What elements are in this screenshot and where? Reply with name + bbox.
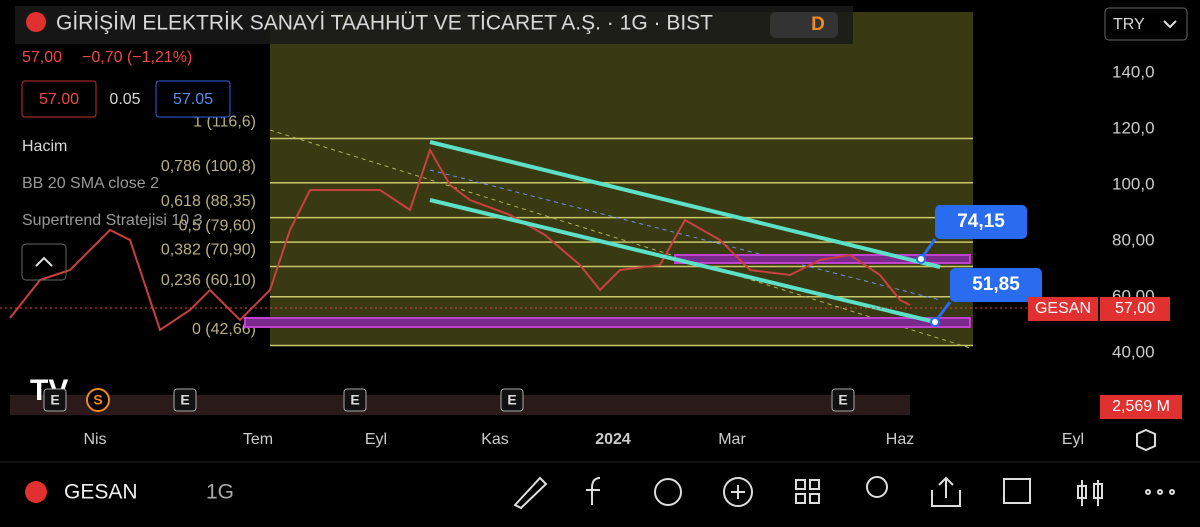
badge: D [811, 14, 825, 35]
bid[interactable]: 57.00 [39, 91, 79, 108]
event-text: E [180, 392, 189, 408]
chevron [1163, 20, 1177, 29]
notes-icon[interactable] [1003, 478, 1031, 504]
callout: 51,85 [972, 274, 1020, 295]
fib-label: 0,382 (70,90) [161, 242, 256, 259]
logo [25, 481, 47, 503]
currency-box[interactable] [1104, 7, 1188, 41]
toolbar-symbol[interactable]: GESAN [64, 481, 138, 504]
event-text: E [838, 392, 847, 408]
event-badge[interactable] [831, 388, 855, 412]
event-text: E [350, 392, 359, 408]
alert-icon[interactable] [654, 478, 682, 506]
idea-icon[interactable] [866, 476, 888, 498]
fib-label: 0,236 (60,10) [161, 272, 256, 289]
logo [26, 12, 46, 32]
toolbar-icons [513, 476, 1175, 510]
volume-tag [1100, 395, 1182, 419]
x-tick-label: Kas [481, 431, 509, 448]
draw-icon[interactable] [513, 476, 548, 510]
y-tick-label: 40,00 [1112, 342, 1155, 361]
event-badge[interactable] [343, 388, 367, 412]
volume [10, 395, 910, 415]
y-tick-label: 100,0 [1112, 174, 1155, 193]
y-tick-label: 140,0 [1112, 62, 1155, 81]
fib-label: 0,5 (79,60) [179, 217, 256, 234]
callout-box [935, 205, 1027, 239]
ask[interactable]: 57.05 [173, 91, 213, 108]
x-tick-label: Eyl [1062, 431, 1084, 448]
x-tick-label: Eyl [365, 431, 387, 448]
price-path [9, 147, 911, 332]
add-icon[interactable] [723, 477, 753, 507]
symbol-tag [1028, 297, 1098, 321]
chevron [35, 256, 53, 267]
symbol-tag-text: GESAN [1035, 300, 1091, 317]
event-text: S [93, 392, 102, 408]
indicator[interactable]: BB 20 SMA close 2 [22, 175, 159, 192]
y-tick-label: 120,0 [1112, 118, 1155, 137]
spread: 0.05 [109, 91, 140, 108]
ask-box[interactable] [155, 80, 231, 118]
x-tick-label: Nis [83, 431, 106, 448]
channel-upper [429, 140, 941, 269]
price-tag [1100, 297, 1170, 321]
fib-label: 0,618 (88,35) [161, 193, 256, 210]
volume-tag-text: 2,569 M [1112, 398, 1170, 415]
settings-icon[interactable] [1136, 428, 1156, 452]
indicator[interactable]: Supertrend Stratejisi 10 3 [22, 212, 203, 229]
change: −0,70 (−1,21%) [82, 49, 192, 66]
callout: 74,15 [957, 211, 1005, 232]
event-text: E [507, 392, 516, 408]
price: 57,00 [22, 49, 62, 66]
fib-label: 1 (116,6) [193, 114, 256, 131]
badge-bg [770, 12, 838, 38]
anchor [916, 254, 926, 264]
fx-icon[interactable] [586, 477, 601, 505]
collapse-btn[interactable] [21, 243, 67, 281]
price-tag-text: 57,00 [1115, 300, 1155, 317]
channel-lower [429, 198, 936, 324]
currency[interactable]: TRY [1113, 16, 1145, 33]
header-bg [15, 6, 853, 44]
event-badge[interactable] [500, 388, 524, 412]
title: GİRİŞİM ELEKTRİK SANAYİ TAAHHÜT VE TİCAR… [56, 12, 713, 35]
event-badge[interactable] [173, 388, 197, 412]
zone [244, 317, 971, 328]
x-tick-label: Tem [243, 431, 273, 448]
x-tick-label: 2024 [595, 431, 631, 448]
event-badge[interactable] [43, 388, 67, 412]
event-text: E [50, 392, 59, 408]
x-tick-label: Haz [886, 431, 914, 448]
x-tick-label: Mar [718, 431, 746, 448]
layout-icon[interactable] [795, 479, 806, 490]
callout-box [950, 268, 1042, 302]
event-badge[interactable] [86, 388, 110, 412]
anchor [930, 317, 940, 327]
fib-box [270, 12, 973, 346]
indicator[interactable]: Hacim [22, 138, 67, 155]
y-tick-label: 80,00 [1112, 230, 1155, 249]
bid-box[interactable] [21, 80, 97, 118]
fib-label: 0 (42,66) [192, 321, 256, 338]
toolbar-interval[interactable]: 1G [206, 481, 234, 504]
trend-dash [269, 129, 971, 349]
fib-label: 0,786 (100,8) [161, 158, 256, 175]
share-icon[interactable] [931, 476, 961, 507]
